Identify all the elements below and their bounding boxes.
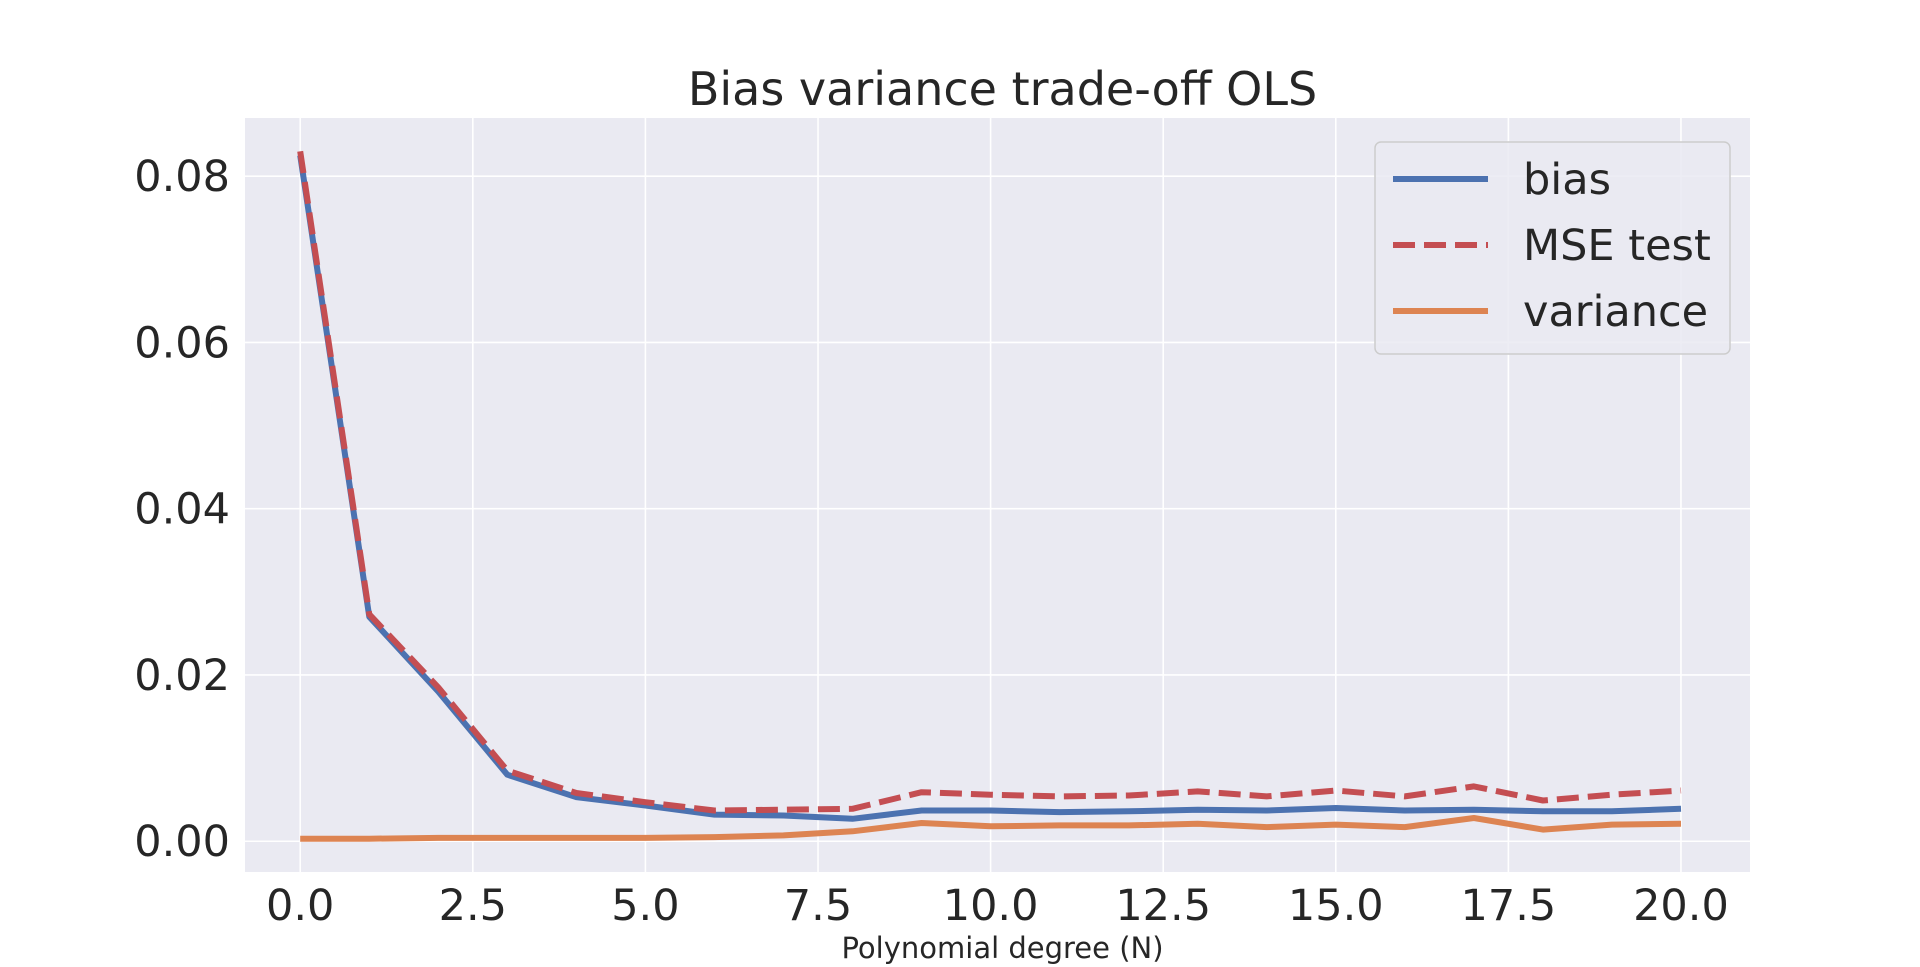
x-tick-label: 20.0 [1633, 881, 1729, 931]
legend-label: MSE test [1523, 221, 1711, 271]
x-tick-label: 0.0 [266, 881, 334, 931]
x-tick-label: 5.0 [611, 881, 679, 931]
x-axis-label: Polynomial degree (N) [841, 931, 1163, 965]
y-tick-labels: 0.00 0.02 0.04 0.06 0.08 [134, 152, 230, 867]
y-tick-label: 0.06 [134, 318, 230, 368]
x-tick-label: 2.5 [439, 881, 507, 931]
y-tick-label: 0.04 [134, 485, 230, 535]
legend-frame [1374, 141, 1731, 355]
y-tick-label: 0.08 [134, 152, 230, 202]
series-line-variance [300, 815, 1682, 842]
x-tick-label: 7.5 [784, 881, 852, 931]
y-tick-label: 0.02 [134, 651, 230, 701]
legend: bias MSE test variance [1374, 141, 1731, 355]
y-tick-label: 0.00 [134, 817, 230, 867]
legend-label: bias [1523, 155, 1611, 205]
series-layer [297, 150, 1682, 842]
x-tick-labels: 0.0 2.5 5.0 7.5 10.0 12.5 15.0 17.5 20.0 [266, 881, 1729, 931]
series-line-bias [297, 154, 1682, 822]
legend-label: variance [1523, 287, 1708, 337]
x-tick-label: 10.0 [943, 881, 1039, 931]
chart-title: Bias variance trade-off OLS [688, 62, 1317, 116]
x-tick-label: 17.5 [1460, 881, 1556, 931]
x-tick-label: 12.5 [1115, 881, 1211, 931]
x-tick-label: 15.0 [1288, 881, 1384, 931]
series-line-mse-test [297, 150, 1682, 814]
